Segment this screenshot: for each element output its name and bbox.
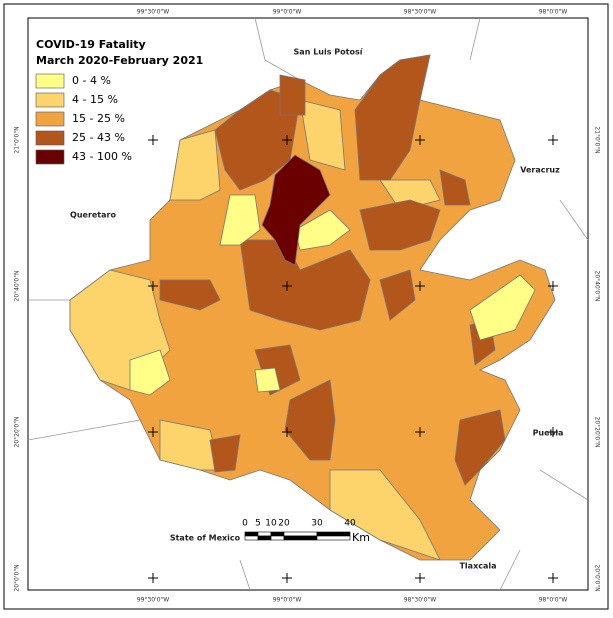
region	[469, 274, 536, 341]
lon-label: 98°30'0"W	[404, 9, 436, 16]
region	[284, 379, 336, 461]
place-label: Tlaxcala	[459, 562, 496, 571]
region	[261, 154, 331, 266]
lon-label: 99°30'0"W	[137, 9, 169, 16]
region	[329, 469, 441, 561]
grid-cross	[148, 281, 158, 291]
lat-label: 21°0'0"N	[594, 126, 601, 153]
region	[299, 99, 346, 171]
grid-cross	[415, 573, 425, 583]
lat-label: 20°20'0"N	[14, 417, 21, 448]
legend-swatch	[35, 92, 65, 108]
scale-label: 20	[278, 519, 290, 529]
scale-segment	[283, 535, 318, 541]
scale-label: 40	[344, 519, 356, 529]
region	[169, 129, 221, 201]
lat-label: 20°0'0"N	[14, 564, 21, 591]
region	[254, 367, 281, 393]
place-label: Veracruz	[520, 166, 560, 175]
lat-label: 20°0'0"N	[594, 564, 601, 591]
region	[159, 279, 221, 311]
municipalities	[69, 54, 556, 561]
scale-segment	[244, 531, 259, 537]
lon-label: 98°0'0"W	[539, 9, 568, 16]
legend-label: 43 - 100 %	[72, 150, 132, 163]
title-block: COVID-19 Fatality March 2020-February 20…	[36, 38, 203, 67]
lat-label: 21°0'0"N	[14, 126, 21, 153]
grid-cross	[415, 281, 425, 291]
region	[379, 179, 441, 211]
scale-segment	[283, 531, 318, 537]
map-title: COVID-19 Fatality	[36, 38, 146, 51]
scale-segment	[316, 531, 351, 537]
legend-swatch	[35, 73, 65, 89]
neighbor-borders	[27, 17, 589, 591]
lat-label: 20°40'0"N	[14, 271, 21, 302]
scale-label: 0	[242, 519, 248, 529]
place-label: Queretaro	[70, 211, 116, 220]
region	[294, 209, 351, 251]
region	[439, 169, 471, 206]
lat-label: 20°40'0"N	[594, 271, 601, 302]
scale-label: 10	[265, 519, 277, 529]
legend-label: 25 - 43 %	[72, 131, 125, 144]
scale-unit: Km	[352, 531, 370, 544]
scale-label: 30	[311, 519, 323, 529]
legend-label: 0 - 4 %	[72, 74, 111, 87]
scale-label: 5	[255, 519, 261, 529]
legend-swatch	[35, 111, 65, 127]
scale-segment	[257, 535, 272, 541]
region	[279, 74, 306, 116]
region	[219, 194, 261, 246]
region	[209, 434, 241, 473]
graticule: 99°30'0"W 99°30'0"W 99°0'0"W 99°0'0"W 98°30'…	[14, 9, 601, 604]
grid-cross	[415, 427, 425, 437]
grid-cross	[148, 573, 158, 583]
lon-label: 98°0'0"W	[539, 597, 568, 604]
lat-label: 20°20'0"N	[594, 417, 601, 448]
region	[359, 199, 441, 251]
scale-segment	[244, 535, 259, 541]
grid-cross	[282, 135, 292, 145]
lon-label: 99°0'0"W	[273, 9, 302, 16]
map-subtitle: March 2020-February 2021	[36, 54, 203, 67]
place-label: State of Mexico	[170, 534, 241, 543]
grid-cross	[282, 427, 292, 437]
legend-label: 4 - 15 %	[72, 93, 118, 106]
place-label: Puebla	[533, 429, 564, 438]
grid-cross	[548, 135, 558, 145]
region	[159, 419, 221, 471]
scale-bar: 0 5 10 20 30 40 Km	[242, 519, 370, 545]
lon-label: 98°30'0"W	[404, 597, 436, 604]
region	[354, 54, 431, 181]
legend-swatch	[35, 130, 65, 146]
region	[454, 409, 506, 486]
scale-segment	[270, 531, 285, 537]
grid-cross	[282, 281, 292, 291]
scale-segment	[257, 531, 272, 537]
place-label: San Luis Potosí	[294, 48, 364, 57]
grid-cross	[148, 427, 158, 437]
scale-segment	[270, 535, 285, 541]
grid-cross	[548, 573, 558, 583]
grid-cross	[282, 573, 292, 583]
legend-swatch	[35, 149, 65, 165]
grid-cross	[548, 281, 558, 291]
lon-label: 99°30'0"W	[137, 597, 169, 604]
region	[129, 349, 171, 396]
grid-cross	[548, 427, 558, 437]
region	[379, 269, 416, 321]
scale-segment	[316, 535, 351, 541]
lon-label: 99°0'0"W	[273, 597, 302, 604]
grid-cross	[148, 135, 158, 145]
grid-cross	[415, 135, 425, 145]
legend: 0 - 4 % 4 - 15 % 15 - 25 % 25 - 43 % 43 - 10…	[35, 73, 132, 165]
legend-label: 15 - 25 %	[72, 112, 125, 125]
